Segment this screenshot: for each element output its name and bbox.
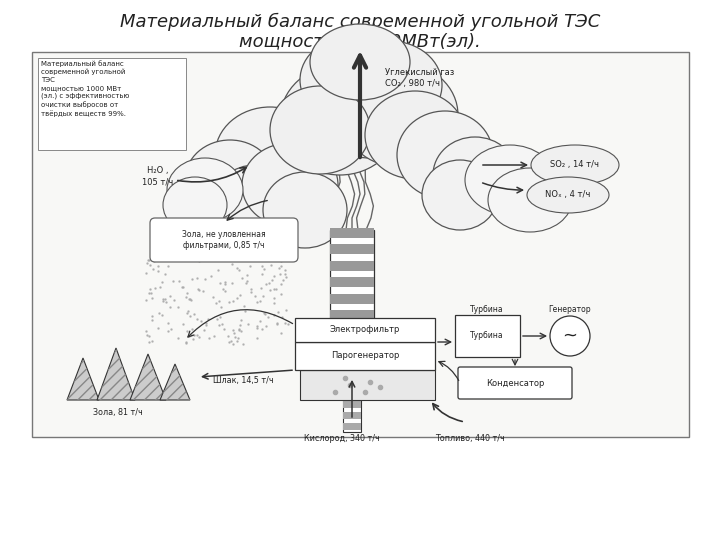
Text: Парогенератор: Парогенератор [330, 352, 399, 361]
Text: Зола, 81 т/ч: Зола, 81 т/ч [93, 408, 143, 416]
Ellipse shape [215, 107, 325, 203]
Text: мощностью 1000МВт(эл).: мощностью 1000МВт(эл). [239, 32, 481, 50]
Ellipse shape [422, 160, 498, 230]
Text: Зола, не уловленная
фильтрами, 0,85 т/ч: Зола, не уловленная фильтрами, 0,85 т/ч [182, 230, 266, 250]
Text: Материальный баланс
современной угольной
ТЭС
мощностью 1000 МВт
(эл.) с эффектив: Материальный баланс современной угольной… [41, 60, 130, 117]
Bar [343, 411, 361, 418]
Bar [330, 228, 374, 238]
Bar [343, 377, 361, 432]
Ellipse shape [215, 165, 295, 235]
Bar [455, 315, 520, 357]
Text: Углекислый газ
CO₂ , 980 т/ч: Углекислый газ CO₂ , 980 т/ч [385, 68, 454, 88]
Ellipse shape [270, 86, 370, 174]
Ellipse shape [433, 137, 517, 213]
FancyBboxPatch shape [458, 367, 572, 399]
Bar [330, 326, 374, 336]
Bar [295, 342, 435, 370]
Ellipse shape [242, 143, 338, 227]
Bar [343, 378, 361, 385]
Circle shape [550, 316, 590, 356]
Ellipse shape [305, 42, 435, 158]
Text: Шлак, 14,5 т/ч: Шлак, 14,5 т/ч [212, 375, 274, 384]
Bar [343, 389, 361, 396]
Ellipse shape [280, 65, 400, 175]
Bar [330, 245, 374, 254]
Bar [300, 370, 435, 400]
Polygon shape [67, 358, 99, 400]
Ellipse shape [163, 177, 227, 233]
Ellipse shape [365, 91, 465, 179]
Text: Материальный баланс современной угольной ТЭС: Материальный баланс современной угольной… [120, 13, 600, 31]
Ellipse shape [342, 63, 458, 167]
Bar [32, 52, 689, 437]
Bar [330, 342, 374, 353]
Polygon shape [130, 354, 166, 400]
Ellipse shape [300, 35, 410, 125]
Bar [330, 310, 374, 320]
Bar [330, 359, 374, 369]
Ellipse shape [185, 140, 275, 220]
FancyBboxPatch shape [150, 218, 298, 262]
Bar [330, 277, 374, 287]
Bar [330, 230, 374, 377]
Ellipse shape [527, 177, 609, 213]
Bar [295, 318, 435, 342]
Bar [38, 58, 186, 150]
Text: Турбина: Турбина [470, 306, 504, 314]
Ellipse shape [465, 145, 555, 215]
Bar [343, 401, 361, 408]
Text: H₂O ,
105 т/ч: H₂O , 105 т/ч [143, 166, 174, 186]
Ellipse shape [531, 145, 619, 185]
Text: Кислород, 340 т/ч: Кислород, 340 т/ч [304, 434, 380, 443]
Polygon shape [160, 364, 190, 400]
Ellipse shape [488, 168, 572, 232]
Text: ~: ~ [562, 327, 577, 345]
Ellipse shape [167, 158, 243, 222]
Text: NOₓ , 4 т/ч: NOₓ , 4 т/ч [545, 191, 590, 199]
Text: Электрофильтр: Электрофильтр [330, 326, 400, 334]
Ellipse shape [310, 24, 410, 100]
Polygon shape [97, 348, 135, 400]
Text: SO₂ , 14 т/ч: SO₂ , 14 т/ч [551, 160, 600, 170]
Ellipse shape [397, 111, 493, 199]
Text: Топливо, 440 т/ч: Топливо, 440 т/ч [435, 434, 505, 443]
Bar [330, 294, 374, 303]
Text: Турбина: Турбина [470, 332, 504, 341]
Ellipse shape [338, 41, 442, 129]
Bar [330, 261, 374, 271]
Ellipse shape [263, 172, 347, 248]
Bar [343, 423, 361, 430]
Text: Конденсатор: Конденсатор [486, 379, 544, 388]
Text: Генератор: Генератор [549, 306, 591, 314]
